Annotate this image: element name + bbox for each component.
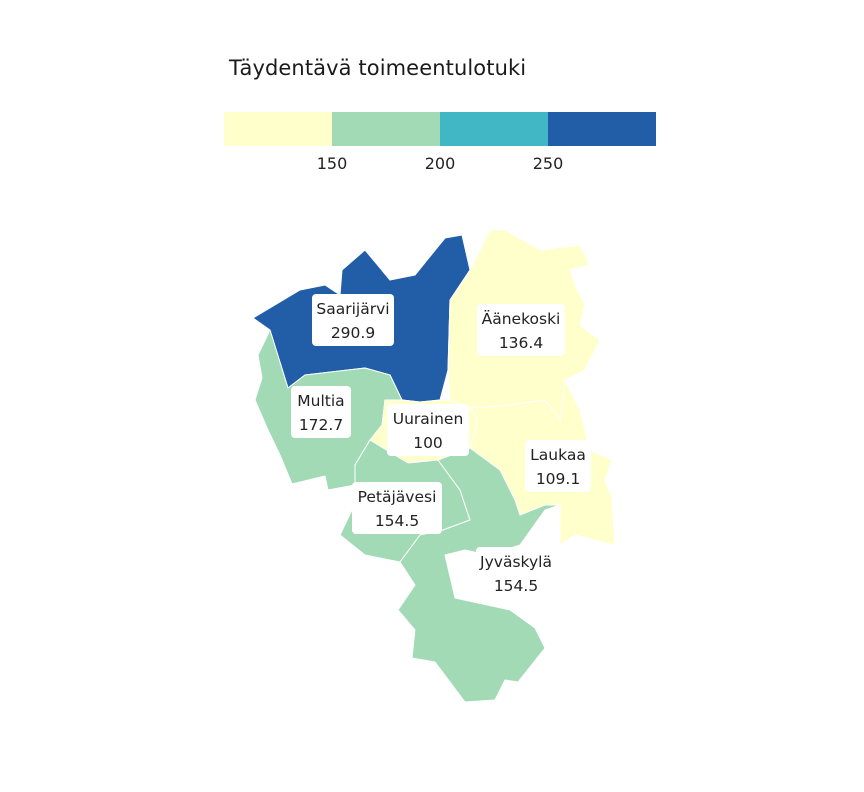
map-label: Äänekoski 136.4 (477, 304, 565, 356)
map-label-box (525, 440, 591, 492)
legend-swatch (224, 112, 332, 146)
municipality-value: 109.1 (536, 470, 580, 488)
map-label: Laukaa 109.1 (525, 440, 591, 492)
map-label-box (387, 404, 469, 456)
municipality-value: 290.9 (331, 324, 375, 342)
map-label-box (476, 547, 556, 599)
legend-tick: 200 (424, 154, 456, 173)
municipality-value: 154.5 (375, 512, 419, 530)
legend-swatch (440, 112, 548, 146)
map-label-box (352, 482, 442, 534)
map-label: Uurainen 100 (387, 404, 469, 456)
map-label: Jyväskylä 154.5 (476, 547, 556, 599)
municipality-name: Laukaa (530, 446, 586, 464)
municipality-value: 100 (413, 434, 443, 452)
municipality-name: Multia (297, 392, 344, 410)
legend-tick: 150 (316, 154, 348, 173)
legend-swatch (332, 112, 440, 146)
legend-swatch (548, 112, 656, 146)
municipality-name: Saarijärvi (316, 300, 389, 318)
municipality-name: Petäjävesi (358, 488, 437, 506)
municipality-name: Uurainen (393, 410, 464, 428)
municipality-value: 154.5 (494, 577, 538, 595)
municipality-value: 172.7 (299, 416, 343, 434)
map-label-box (477, 304, 565, 356)
municipality-value: 136.4 (499, 334, 543, 352)
map-label: Saarijärvi 290.9 (312, 294, 394, 346)
municipality-name: Äänekoski (482, 309, 561, 328)
map-label: Multia 172.7 (291, 386, 351, 438)
map-label-box (312, 294, 394, 346)
legend-tick: 250 (532, 154, 564, 173)
map-label-box (291, 386, 351, 438)
map-label: Petäjävesi 154.5 (352, 482, 442, 534)
legend-color-bar (224, 112, 656, 146)
legend-title: Täydentävä toimeentulotuki (229, 56, 527, 80)
municipality-name: Jyväskylä (479, 553, 552, 571)
region-jyvaskyla[interactable] (397, 447, 561, 703)
